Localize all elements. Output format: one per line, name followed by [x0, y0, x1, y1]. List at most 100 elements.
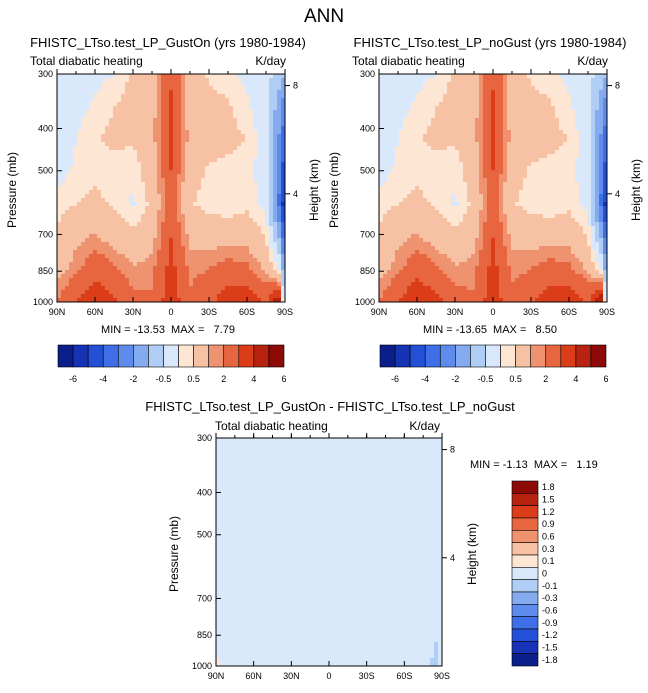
field-cell [73, 78, 78, 83]
field-cell [443, 102, 448, 107]
field-cell [277, 254, 282, 259]
field-cell [185, 118, 190, 123]
field-cell [491, 114, 496, 119]
field-cell [229, 298, 234, 303]
field-cell [281, 270, 286, 275]
field-cell [403, 150, 408, 155]
field-cell [519, 110, 524, 115]
field-cell [125, 126, 130, 131]
field-cell [77, 186, 82, 191]
field-cell [165, 174, 170, 179]
field-cell [205, 194, 210, 199]
field-cell [447, 190, 452, 195]
field-cell [527, 98, 532, 103]
field-cell [161, 202, 166, 207]
field-cell [145, 82, 150, 87]
field-cell [241, 178, 246, 183]
field-cell [193, 110, 198, 115]
field-cell [487, 138, 492, 143]
field-cell [189, 190, 194, 195]
field-cell [197, 266, 202, 271]
field-cell [189, 226, 194, 231]
field-cell [459, 106, 464, 111]
field-cell [535, 150, 540, 155]
field-cell [395, 178, 400, 183]
field-cell [567, 122, 572, 127]
field-cell [97, 222, 102, 227]
field-cell [507, 170, 512, 175]
field-cell [241, 98, 246, 103]
field-cell [205, 102, 210, 107]
field-cell [269, 118, 274, 123]
field-cell [229, 290, 234, 295]
field-cell [563, 78, 568, 83]
field-cell [237, 146, 242, 151]
field-cell [221, 106, 226, 111]
field-cell [177, 170, 182, 175]
field-cell [89, 118, 94, 123]
field-cell [273, 170, 278, 175]
field-cell [229, 202, 234, 207]
field-cell [97, 118, 102, 123]
field-cell [403, 102, 408, 107]
field-cell [495, 170, 500, 175]
field-cell [567, 166, 572, 171]
field-cell [145, 198, 150, 203]
field-cell [403, 186, 408, 191]
field-cell [101, 94, 106, 99]
field-cell [233, 266, 238, 271]
field-cell [149, 270, 154, 275]
field-cell [439, 190, 444, 195]
field-cell [407, 178, 412, 183]
field-cell [475, 86, 480, 91]
field-cell [277, 226, 282, 231]
field-cell [225, 238, 230, 243]
field-cell [571, 178, 576, 183]
field-cell [153, 238, 158, 243]
field-cell [547, 138, 552, 143]
field-cell [423, 130, 428, 135]
field-cell [527, 174, 532, 179]
field-cell [269, 98, 274, 103]
field-cell [451, 166, 456, 171]
field-cell [463, 110, 468, 115]
field-cell [201, 98, 206, 103]
field-cell [113, 242, 118, 247]
field-cell [499, 138, 504, 143]
field-cell [563, 162, 568, 167]
field-cell [427, 170, 432, 175]
field-cell [157, 170, 162, 175]
field-cell [149, 290, 154, 295]
field-cell [471, 130, 476, 135]
field-cell [197, 106, 202, 111]
field-cell [531, 178, 536, 183]
field-cell [77, 234, 82, 239]
field-cell [93, 134, 98, 139]
field-cell [383, 174, 388, 179]
field-cell [209, 234, 214, 239]
field-cell [121, 86, 126, 91]
field-cell [427, 154, 432, 159]
field-cell [157, 174, 162, 179]
field-cell [169, 166, 174, 171]
field-cell [479, 146, 484, 151]
field-cell [81, 266, 86, 271]
field-cell [253, 106, 258, 111]
field-cell [153, 246, 158, 251]
field-cell [141, 138, 146, 143]
field-cell [519, 142, 524, 147]
field-cell [185, 86, 190, 91]
field-cell [77, 278, 82, 283]
field-cell [217, 202, 222, 207]
field-cell [85, 274, 90, 279]
field-cell [579, 170, 584, 175]
field-cell [395, 182, 400, 187]
field-cell [229, 234, 234, 239]
field-cell [475, 166, 480, 171]
field-cell [443, 98, 448, 103]
field-cell [403, 174, 408, 179]
field-cell [221, 214, 226, 219]
field-cell [233, 246, 238, 251]
field-cell [213, 106, 218, 111]
field-cell [233, 218, 238, 223]
